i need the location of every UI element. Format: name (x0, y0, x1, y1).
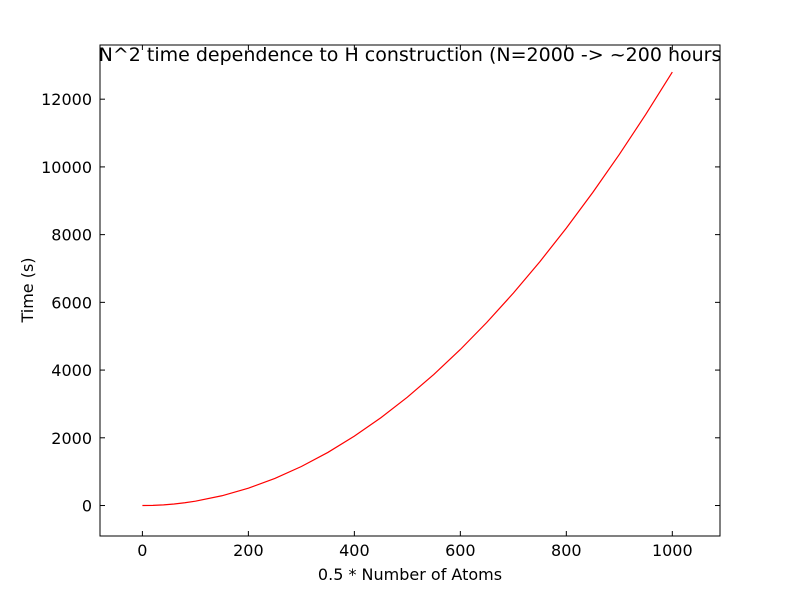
series-line-0 (142, 71, 673, 507)
y-axis-label: Time (s) (18, 257, 37, 323)
y-tick-label: 12000 (41, 90, 92, 109)
y-tick-label: 0 (82, 497, 92, 516)
x-tick-label: 1000 (652, 541, 693, 560)
x-tick-label: 0 (137, 541, 147, 560)
x-axis-label: 0.5 * Number of Atoms (318, 565, 502, 584)
plot-area (142, 71, 673, 507)
x-tick-label: 400 (339, 541, 370, 560)
x-tick-label: 600 (445, 541, 476, 560)
x-tick-label: 800 (551, 541, 582, 560)
y-tick-label: 4000 (51, 361, 92, 380)
axis-ticks: 0 200 400 600 800 100002000400060008000100001… (41, 45, 720, 560)
plot-frame (99, 44, 721, 537)
y-tick-label: 2000 (51, 429, 92, 448)
y-tick-label: 8000 (51, 226, 92, 245)
y-tick-label: 6000 (51, 293, 92, 312)
chart-title: N^2 time dependence to H construction (N… (99, 44, 722, 66)
x-tick-label: 200 (233, 541, 264, 560)
y-tick-label: 10000 (41, 158, 92, 177)
